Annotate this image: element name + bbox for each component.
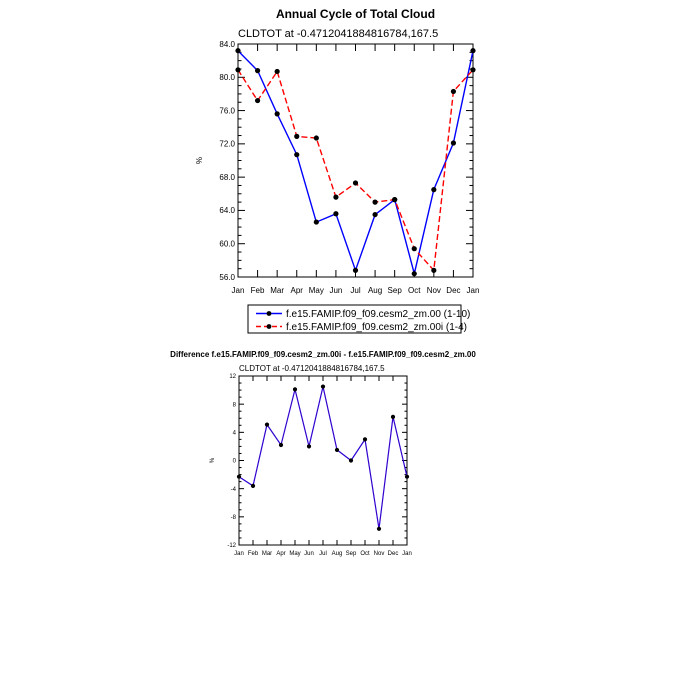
x-tick-label: Jan <box>467 286 480 295</box>
data-point <box>274 111 280 117</box>
data-point <box>352 267 359 273</box>
data-point <box>264 422 270 427</box>
data-point <box>313 135 319 141</box>
x-tick-label: Jun <box>304 551 314 557</box>
data-point <box>376 526 382 531</box>
x-tick-label: Jun <box>329 286 342 295</box>
legend-marker <box>266 324 272 329</box>
data-point <box>431 187 437 193</box>
data-point <box>254 68 261 74</box>
data-point <box>294 152 300 158</box>
y-tick-label: 84.0 <box>219 40 235 49</box>
series-line-1 <box>237 50 474 274</box>
plot-frame <box>237 43 474 278</box>
legend-marker <box>266 311 272 316</box>
data-point <box>294 133 300 139</box>
data-point <box>235 67 241 73</box>
x-tick-label: May <box>289 551 300 557</box>
data-point <box>450 88 457 95</box>
data-point <box>450 140 457 146</box>
y-tick-label: 76.0 <box>219 106 235 115</box>
y-tick-label: 56.0 <box>219 273 235 282</box>
x-tick-label: Oct <box>408 286 421 295</box>
x-tick-label: Apr <box>276 551 285 557</box>
y-tick-label: 80.0 <box>219 73 235 82</box>
x-tick-label: Aug <box>332 551 343 557</box>
data-point <box>431 267 437 273</box>
data-point <box>278 442 284 448</box>
y-tick-label: 8 <box>233 402 237 408</box>
data-point <box>333 211 339 217</box>
x-tick-label: Oct <box>360 551 370 557</box>
x-tick-label: Mar <box>270 286 284 295</box>
x-tick-label: Jan <box>234 551 244 557</box>
y-axis-label: % <box>195 157 204 164</box>
data-point <box>254 97 261 104</box>
x-tick-label: Feb <box>251 286 265 295</box>
x-tick-label: Nov <box>374 551 385 557</box>
x-tick-label: Aug <box>368 286 382 295</box>
data-point <box>306 444 312 449</box>
y-tick-label: 64.0 <box>219 206 235 215</box>
x-tick-label: Mar <box>262 551 272 557</box>
data-point <box>333 194 339 200</box>
x-tick-label: Dec <box>446 286 460 295</box>
y-tick-label: 60.0 <box>219 240 235 249</box>
data-point <box>292 387 298 392</box>
series-line-overlay <box>238 386 408 529</box>
data-point <box>313 219 319 225</box>
data-point <box>470 67 476 73</box>
x-tick-label: Jul <box>350 286 360 295</box>
data-point <box>404 474 410 479</box>
x-tick-label: Jul <box>319 551 327 557</box>
data-point <box>334 447 340 453</box>
data-point <box>320 384 326 389</box>
y-tick-label: 0 <box>233 459 237 465</box>
x-tick-label: Dec <box>388 551 399 557</box>
data-point <box>372 199 378 205</box>
data-point <box>352 180 359 186</box>
data-point <box>470 48 476 54</box>
data-point <box>411 271 417 277</box>
x-tick-label: Jan <box>402 551 412 557</box>
chart-subtitle: CLDTOT at -0.4712041884816784,167.5 <box>239 364 385 373</box>
y-tick-label: 4 <box>233 430 237 436</box>
data-point <box>390 414 396 419</box>
data-point <box>372 211 378 218</box>
legend-box <box>247 304 462 334</box>
x-tick-label: Apr <box>291 286 304 295</box>
y-tick-label: -4 <box>231 487 237 493</box>
x-tick-label: Nov <box>427 286 441 295</box>
chart-subtitle: CLDTOT at -0.4712041884816784,167.5 <box>238 28 438 40</box>
x-tick-label: Sep <box>388 286 403 295</box>
y-tick-label: -12 <box>227 543 236 549</box>
data-point <box>274 68 280 75</box>
y-axis-label: % <box>210 457 216 463</box>
plot-frame <box>238 375 408 546</box>
data-point <box>236 474 242 479</box>
data-point <box>235 48 241 54</box>
data-point <box>392 197 398 203</box>
data-point <box>250 483 256 488</box>
x-tick-label: Jan <box>232 286 245 295</box>
y-tick-label: -8 <box>231 515 237 521</box>
y-tick-label: 72.0 <box>219 140 235 149</box>
legend-label: f.e15.FAMIP.f09_f09.cesm2_zm.00i (1-4) <box>286 322 467 333</box>
legend-label: f.e15.FAMIP.f09_f09.cesm2_zm.00 (1-10) <box>286 309 470 320</box>
chart-title: Difference f.e15.FAMIP.f09_f09.cesm2_zm.… <box>170 350 476 359</box>
x-tick-label: Sep <box>346 551 357 557</box>
data-point <box>411 246 417 252</box>
x-tick-label: May <box>309 286 324 295</box>
data-point <box>362 437 368 442</box>
series-line-2 <box>237 69 474 272</box>
y-tick-label: 68.0 <box>219 173 235 182</box>
y-tick-label: 12 <box>229 374 236 380</box>
data-point <box>348 458 354 463</box>
chart-title: Annual Cycle of Total Cloud <box>276 7 435 21</box>
x-tick-label: Feb <box>248 551 259 557</box>
